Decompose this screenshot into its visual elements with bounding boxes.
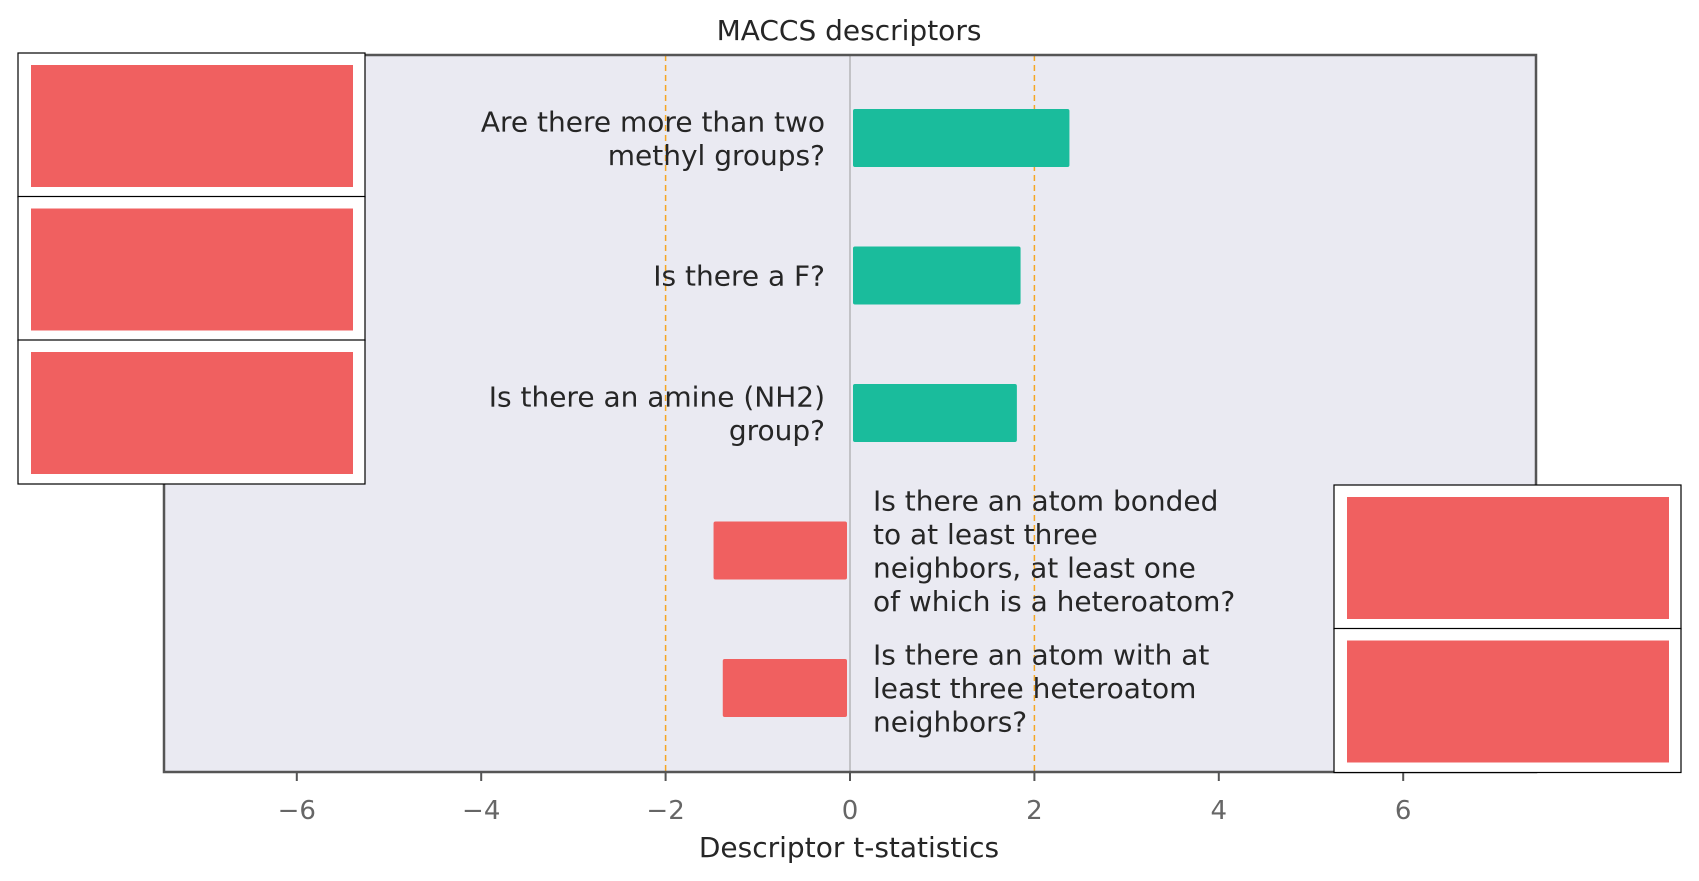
x-tick-label: −4 bbox=[462, 796, 500, 826]
structure-images bbox=[17, 52, 1682, 774]
bar-label: Is there an amine (NH2) group? bbox=[489, 380, 825, 447]
structure-image bbox=[1347, 640, 1669, 763]
bars bbox=[713, 109, 1070, 717]
bar bbox=[853, 109, 1070, 167]
bar-label: Is there a F? bbox=[653, 260, 825, 293]
x-tick-label: −6 bbox=[278, 796, 316, 826]
x-tick-label: −2 bbox=[646, 796, 684, 826]
structure-image bbox=[31, 208, 353, 331]
bar-label: Are there more than two methyl groups? bbox=[481, 105, 825, 172]
bar-label: Is there an atom with at least three hete… bbox=[873, 639, 1209, 739]
bar bbox=[722, 659, 847, 717]
structure-image bbox=[31, 65, 353, 187]
bar-labels: Are there more than two methyl groups? Is … bbox=[481, 105, 1235, 738]
bar bbox=[853, 384, 1017, 442]
bar bbox=[713, 521, 847, 580]
structure-image bbox=[1347, 497, 1669, 619]
x-tick-label: 6 bbox=[1395, 796, 1412, 826]
x-axis-ticks: −6 −4 −2 0 2 4 6 bbox=[278, 772, 1412, 826]
bar bbox=[853, 246, 1021, 305]
x-axis-label: Descriptor t-statistics bbox=[699, 831, 999, 864]
x-tick-label: 2 bbox=[1026, 796, 1043, 826]
bar-label: Is there an atom bonded to at least three… bbox=[873, 484, 1235, 618]
chart-title: MACCS descriptors bbox=[717, 14, 982, 47]
structure-image bbox=[31, 352, 353, 474]
x-tick-label: 4 bbox=[1211, 796, 1228, 826]
x-tick-label: 0 bbox=[842, 796, 859, 826]
